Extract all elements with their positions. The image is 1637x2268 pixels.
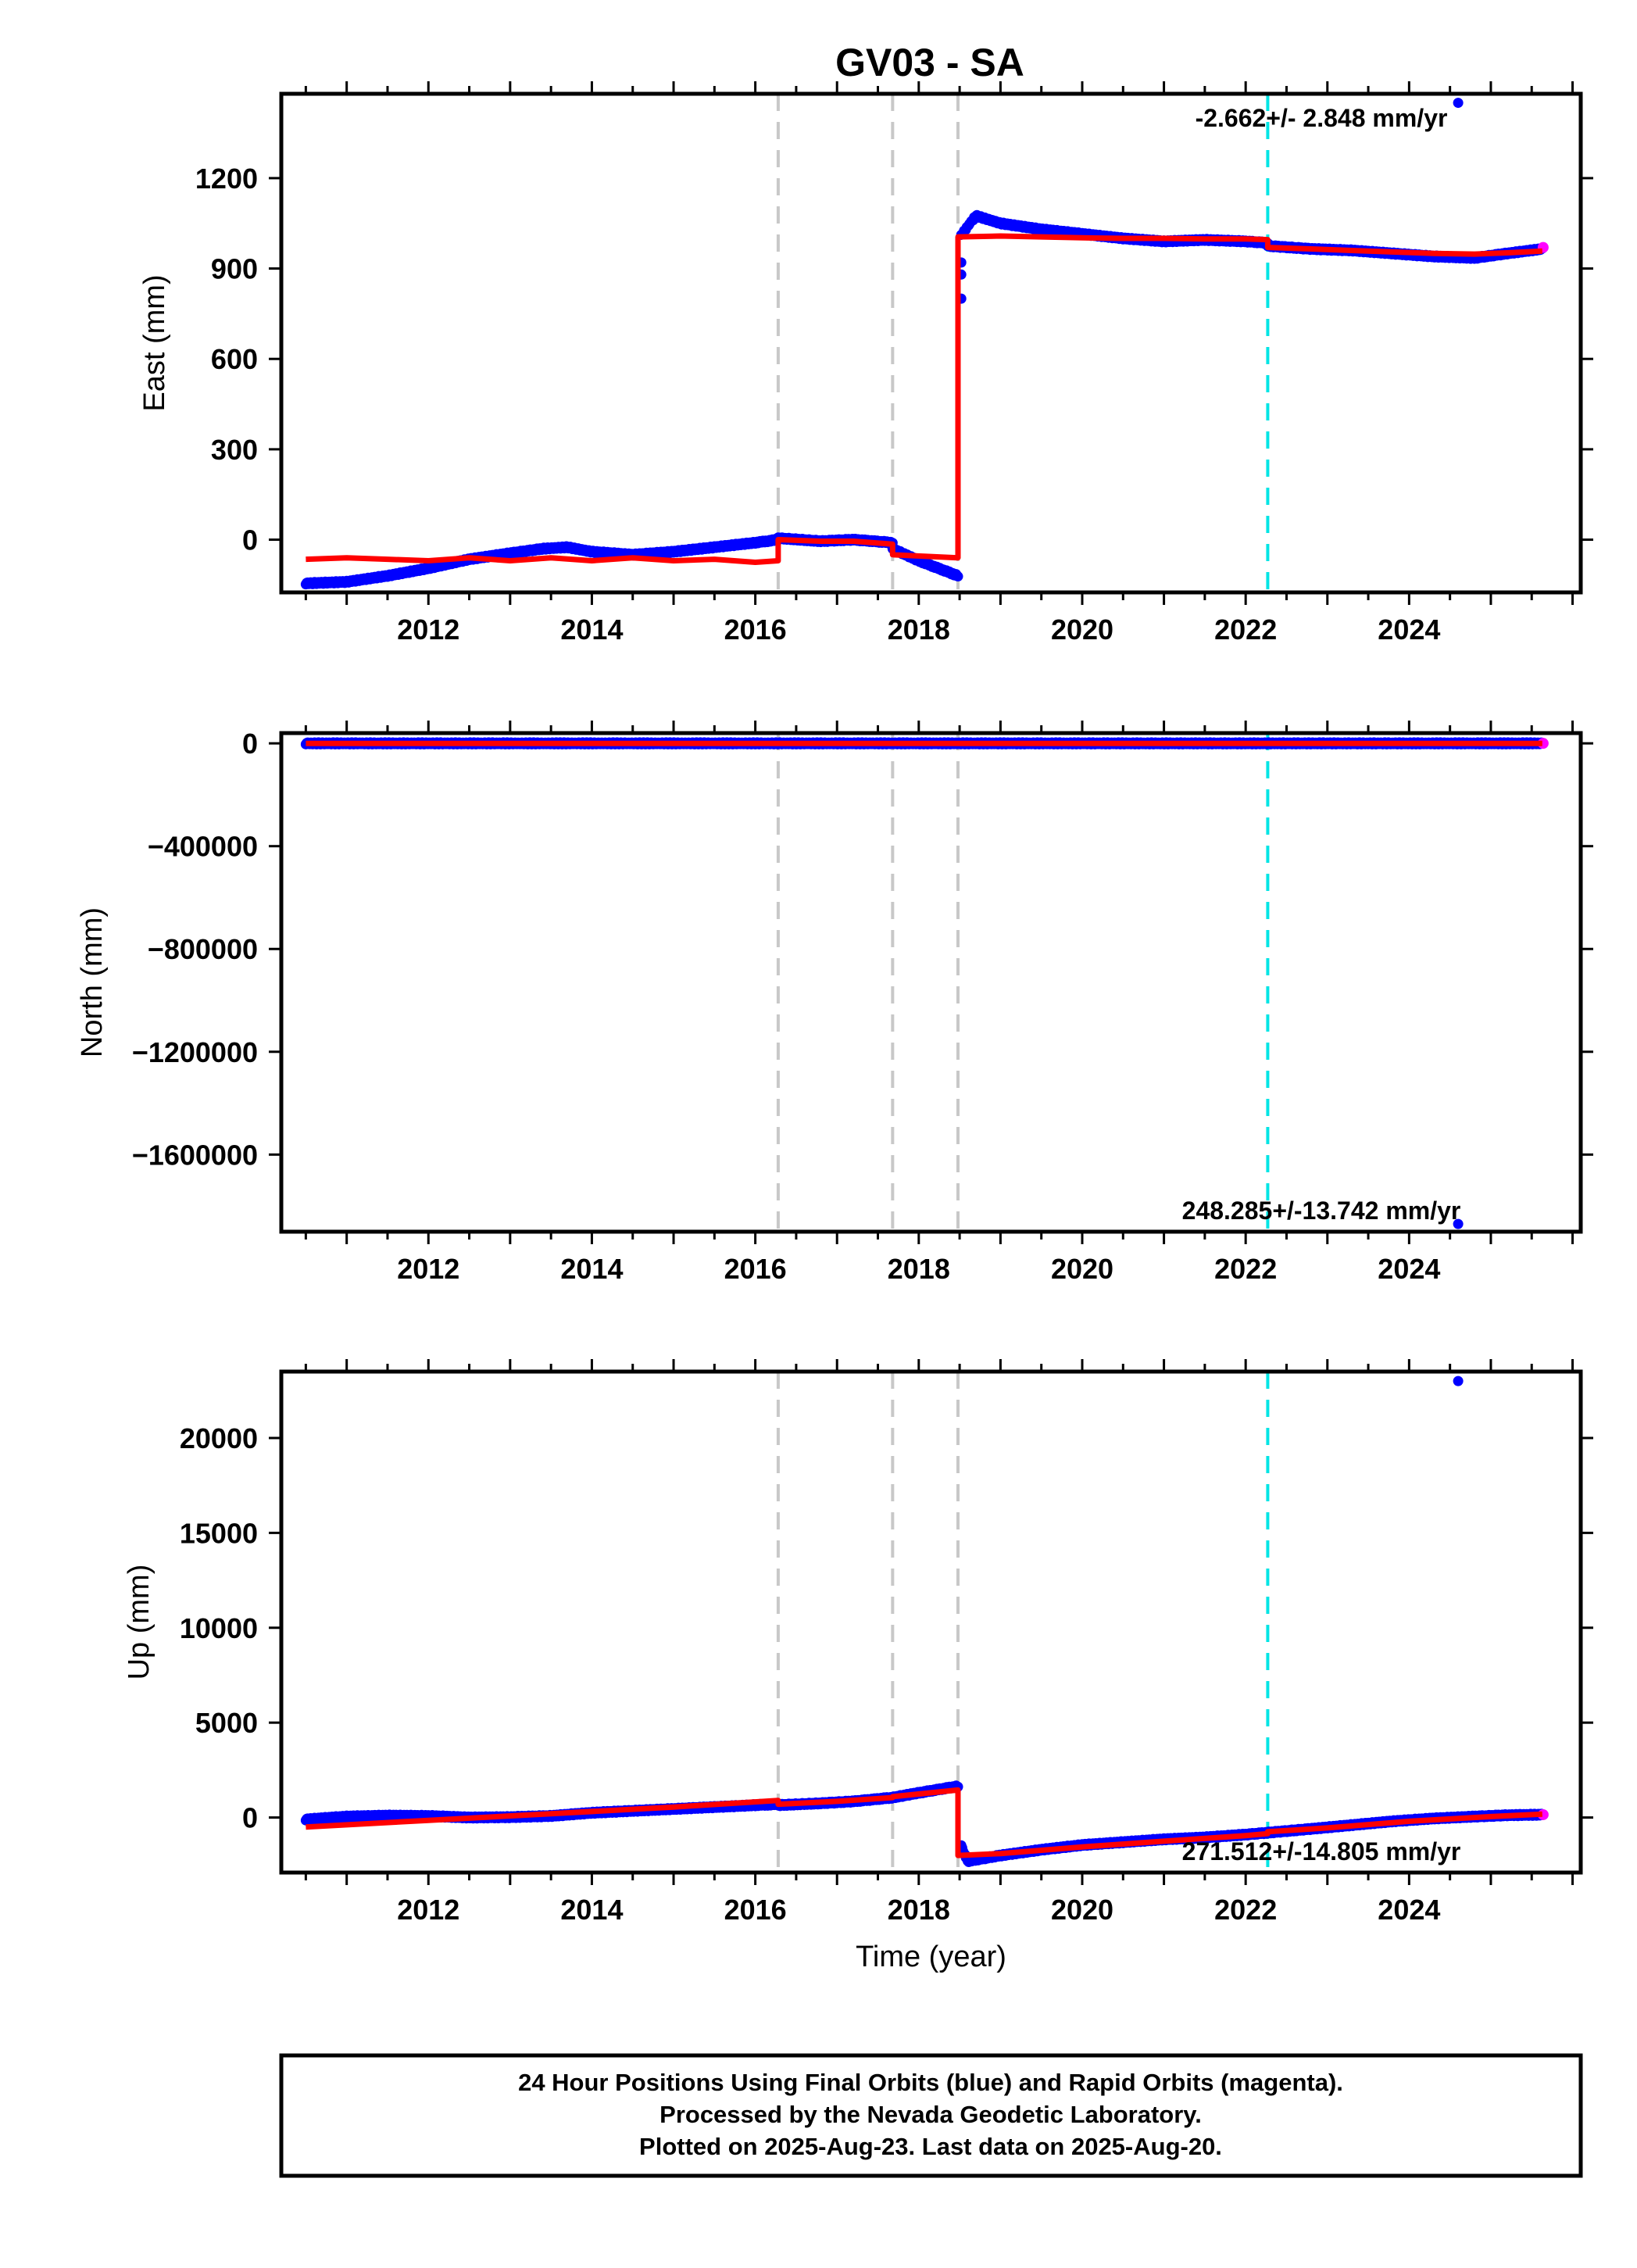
rate-label: 271.512+/-14.805 mm/yr (1182, 1837, 1461, 1866)
model-fit-line (306, 233, 1542, 565)
x-tick-label-2012: 2012 (397, 614, 459, 646)
y-tick-label: 20000 (180, 1422, 258, 1454)
x-tick-label-2012: 2012 (397, 1894, 459, 1926)
plot-area (300, 94, 1549, 592)
x-tick-label-2016: 2016 (724, 1894, 787, 1926)
y-tick-label: 1200 (195, 163, 258, 195)
y-tick-label: −1600000 (132, 1139, 258, 1171)
x-tick-label-2014: 2014 (560, 1894, 623, 1926)
y-tick-label: −400000 (148, 831, 258, 863)
x-tick-label-2014: 2014 (560, 614, 623, 646)
y-tick-label: 15000 (180, 1517, 258, 1549)
outlier-point (1453, 98, 1464, 109)
final-orbit-point (953, 571, 963, 582)
outlier-point (1453, 1375, 1464, 1386)
x-tick-label-2020: 2020 (1051, 614, 1113, 646)
panel-frame (279, 91, 1583, 595)
y-tick-label: 900 (211, 253, 258, 285)
x-tick-label-2020: 2020 (1051, 1894, 1113, 1926)
x-tick-label-2022: 2022 (1214, 1253, 1277, 1285)
y-tick-label: 10000 (180, 1612, 258, 1644)
footer-frame (279, 2053, 1583, 2178)
footer-line-3: Plotted on 2025-Aug-23. Last data on 202… (639, 2133, 1222, 2160)
panel-frame (279, 1369, 1583, 1875)
rate-label: 248.285+/-13.742 mm/yr (1182, 1197, 1461, 1225)
x-tick-label-2022: 2022 (1214, 614, 1277, 646)
x-tick-label-2024: 2024 (1378, 1253, 1440, 1285)
x-tick-label-2012: 2012 (397, 1253, 459, 1285)
panels: 2012 2014 2016 2018 2020 2022 2024 0 300 600 900 12… (76, 81, 1593, 1973)
x-tick-label-2024: 2024 (1378, 1894, 1440, 1926)
panel-frame (279, 731, 1583, 1234)
footer-line-2: Processed by the Nevada Geodetic Laborat… (659, 2101, 1202, 2128)
y-tick-label: 600 (211, 343, 258, 375)
model-fit-line (306, 1787, 1542, 1858)
chart-title: GV03 - SA (835, 41, 1024, 84)
x-tick-label-2016: 2016 (724, 614, 787, 646)
footer-line-1: 24 Hour Positions Using Final Orbits (bl… (518, 2069, 1343, 2096)
plot-area (300, 733, 1549, 1232)
y-axis-label: Up (mm) (123, 1565, 155, 1680)
rate-label: -2.662+/- 2.848 mm/yr (1196, 104, 1448, 132)
y-tick-label: 0 (242, 524, 258, 556)
panel-east-mm: 2012 2014 2016 2018 2020 2022 2024 0 300 600 900 12… (138, 81, 1593, 646)
y-tick-label: 5000 (195, 1707, 258, 1739)
panel-north-mm: 2012 2014 2016 2018 2020 2022 2024 0 −400000 −800… (76, 721, 1593, 1285)
x-tick-label-2014: 2014 (560, 1253, 623, 1285)
footer-box: 24 Hour Positions Using Final Orbits (bl… (279, 2053, 1583, 2178)
x-tick-label-2024: 2024 (1378, 614, 1440, 646)
x-axis-label: Time (year) (856, 1941, 1006, 1973)
y-axis-label: East (mm) (138, 274, 171, 411)
x-tick-label-2022: 2022 (1214, 1894, 1277, 1926)
x-tick-label-2018: 2018 (888, 614, 950, 646)
x-tick-label-2018: 2018 (888, 1253, 950, 1285)
y-tick-label: 0 (242, 728, 258, 760)
y-tick-label: 0 (242, 1802, 258, 1834)
x-tick-label-2018: 2018 (888, 1894, 950, 1926)
plot-area (300, 1372, 1549, 1873)
panel-up-mm: 2012 2014 2016 2018 2020 2022 2024 0 5000 10000 15… (123, 1359, 1593, 1926)
y-tick-label: −800000 (148, 933, 258, 965)
y-tick-label: 300 (211, 434, 258, 466)
y-tick-label: −1200000 (132, 1036, 258, 1068)
outlier-point (1453, 1218, 1464, 1229)
x-tick-label-2020: 2020 (1051, 1253, 1113, 1285)
x-tick-label-2016: 2016 (724, 1253, 787, 1285)
y-axis-label: North (mm) (76, 907, 109, 1057)
